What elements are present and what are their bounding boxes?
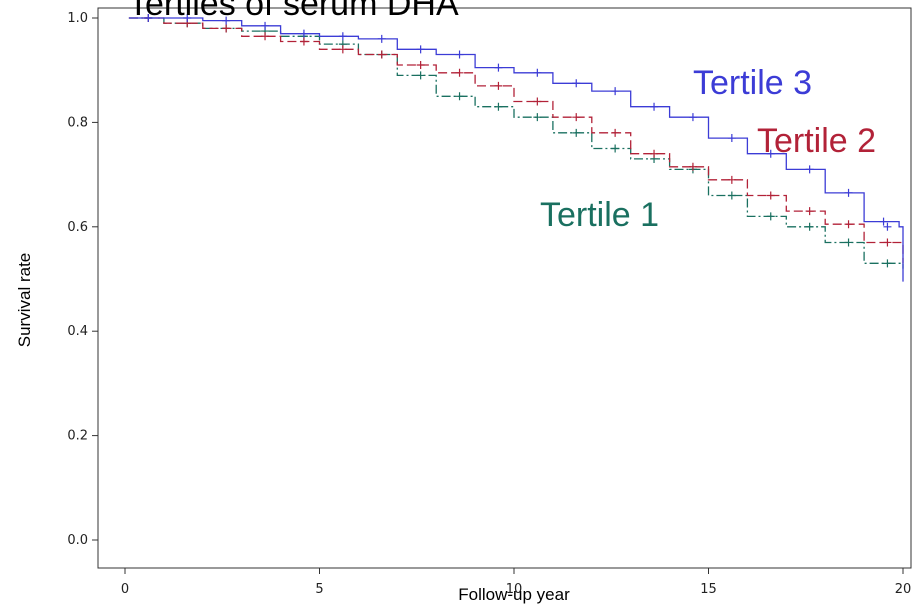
- censor-mark: [494, 102, 503, 111]
- plot-frame: [97, 7, 912, 569]
- censor-mark: [650, 102, 659, 111]
- censor-mark: [416, 45, 425, 54]
- x-tick-label: 0: [121, 582, 129, 597]
- censor-mark: [299, 37, 308, 46]
- censor-mark: [883, 259, 892, 268]
- x-tick-label: 20: [895, 582, 912, 597]
- x-tick-label: 5: [315, 582, 323, 597]
- censor-mark: [261, 32, 270, 41]
- censor-mark: [688, 113, 697, 122]
- y-tick-label: 1.0: [67, 11, 88, 26]
- plot-border: [97, 7, 912, 569]
- y-axis: 0.0 0.2 0.4 0.6 0.8 1.0: [67, 11, 98, 548]
- x-axis-title: Follow-up year: [458, 585, 570, 604]
- censor-mark: [299, 29, 308, 38]
- censor-mark: [883, 238, 892, 247]
- censor-mark: [883, 222, 892, 231]
- censor-mark: [494, 63, 503, 72]
- censor-mark: [572, 79, 581, 88]
- y-axis-title: Survival rate: [15, 253, 34, 347]
- censor-mark: [144, 14, 153, 22]
- censor-mark: [533, 113, 542, 122]
- censor-mark: [455, 50, 464, 59]
- series-label-tertile-1: Tertile 1: [540, 196, 659, 234]
- censor-mark: [416, 60, 425, 69]
- censor-mark: [766, 149, 775, 158]
- censor-mark: [183, 14, 192, 22]
- series-label-tertile-3: Tertile 3: [693, 64, 812, 102]
- censor-mark: [533, 97, 542, 106]
- censor-mark: [222, 24, 231, 33]
- censor-mark: [766, 191, 775, 200]
- censor-mark: [377, 50, 386, 59]
- censor-mark: [805, 222, 814, 231]
- censor-mark: [611, 128, 620, 137]
- censor-mark: [611, 87, 620, 96]
- chart-title: Tertiles of serum DHA: [128, 0, 459, 23]
- censor-mark: [222, 16, 231, 25]
- y-tick-label: 0.0: [67, 533, 88, 548]
- x-axis: 0 5 10 15 20: [121, 568, 911, 597]
- y-tick-label: 0.8: [67, 115, 88, 130]
- censor-mark: [805, 165, 814, 174]
- censor-mark: [455, 92, 464, 101]
- series-label-tertile-2: Tertile 2: [757, 122, 876, 160]
- censor-mark: [416, 71, 425, 80]
- censor-mark: [338, 32, 347, 41]
- censor-mark: [533, 68, 542, 77]
- censor-mark: [844, 188, 853, 197]
- series-lines: [128, 14, 904, 282]
- y-tick-label: 0.6: [67, 220, 88, 235]
- censor-mark: [572, 113, 581, 122]
- censor-mark: [727, 134, 736, 143]
- censor-mark: [727, 191, 736, 200]
- censor-mark: [688, 162, 697, 171]
- censor-mark: [766, 212, 775, 221]
- censor-mark: [879, 217, 888, 226]
- censor-mark: [844, 220, 853, 229]
- x-tick-label: 10: [506, 582, 523, 597]
- censor-mark: [261, 21, 270, 30]
- censor-mark: [338, 45, 347, 54]
- series-line-3: [128, 17, 904, 282]
- censor-mark: [650, 149, 659, 158]
- censor-mark: [611, 144, 620, 153]
- y-tick-label: 0.2: [67, 429, 88, 444]
- censor-mark: [494, 81, 503, 90]
- x-tick-label: 15: [700, 582, 717, 597]
- censor-mark: [455, 68, 464, 77]
- series-line-1: [128, 17, 904, 269]
- censor-mark: [727, 175, 736, 184]
- censor-mark: [377, 34, 386, 43]
- censor-mark: [572, 128, 581, 137]
- censor-mark: [805, 207, 814, 216]
- y-tick-label: 0.4: [67, 324, 88, 339]
- censor-mark: [844, 238, 853, 247]
